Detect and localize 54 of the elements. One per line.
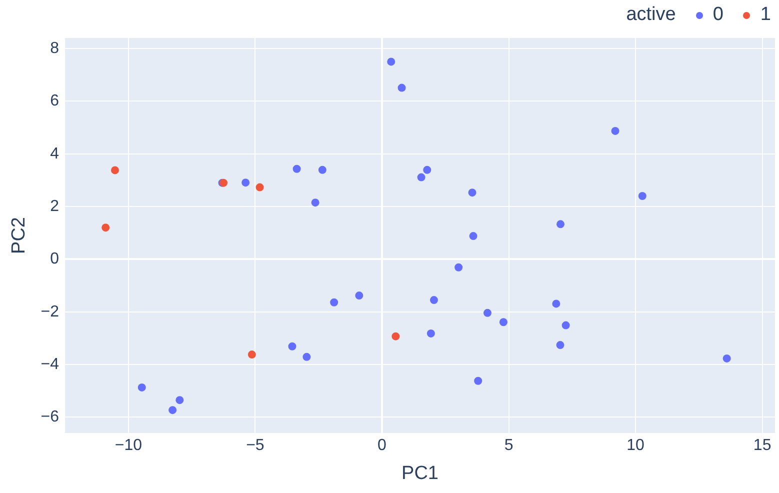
point: [426, 329, 435, 338]
y-tick-label: 8: [50, 40, 60, 57]
point: [454, 263, 463, 272]
point: [110, 166, 119, 174]
point: [468, 188, 476, 197]
point: [423, 166, 432, 174]
y-tick-label: 0: [50, 250, 60, 268]
y-tick-label: 2: [50, 198, 60, 215]
point: [138, 383, 146, 392]
point: [483, 308, 492, 317]
x-tick-label: −5: [246, 437, 264, 454]
point: [242, 178, 250, 187]
point: [499, 318, 508, 326]
point: [292, 164, 301, 173]
point: [469, 232, 478, 240]
point: [392, 332, 400, 340]
point: [288, 342, 296, 350]
point: [387, 58, 396, 66]
legend-title: active: [626, 4, 676, 26]
point: [256, 183, 264, 192]
x-axis-title: PC1: [402, 462, 439, 484]
y-tick-label: −2: [40, 303, 60, 320]
point: [722, 354, 731, 362]
point: [355, 292, 364, 300]
point: [552, 300, 560, 308]
point: [311, 198, 320, 207]
point: [556, 220, 564, 228]
x-tick-label: 0: [378, 437, 387, 454]
point: [330, 298, 338, 306]
point: [176, 396, 184, 404]
point: [556, 341, 564, 350]
point: [248, 350, 256, 359]
point: [102, 224, 110, 232]
y-tick-label: −6: [40, 408, 60, 426]
point: [474, 376, 482, 385]
point: [430, 296, 438, 304]
y-tick-label: 4: [50, 145, 60, 162]
point: [398, 84, 406, 92]
point: [562, 321, 570, 330]
point: [168, 406, 177, 414]
x-tick-label: 15: [753, 437, 772, 454]
legend-label: 1: [760, 4, 771, 26]
legend-label: 0: [712, 4, 724, 26]
x-tick-label: −10: [114, 437, 142, 454]
point: [302, 352, 311, 361]
point: [318, 166, 326, 174]
point: [638, 192, 646, 200]
point: [417, 173, 426, 182]
y-axis-title: PC2: [8, 217, 30, 254]
x-tick-label: 10: [626, 437, 645, 454]
point: [611, 126, 620, 135]
y-tick-label: −4: [40, 356, 60, 373]
x-tick-label: 5: [504, 437, 514, 454]
y-tick-label: 6: [50, 92, 60, 110]
